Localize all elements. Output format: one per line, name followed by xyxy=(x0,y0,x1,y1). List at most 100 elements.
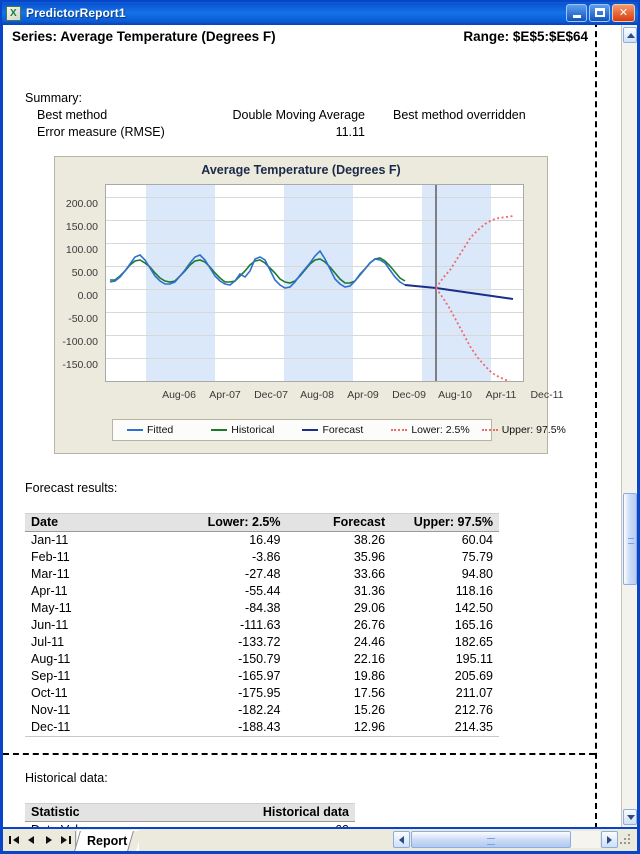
x-tick-label: Aug-10 xyxy=(438,389,472,401)
cell-date: Mar-11 xyxy=(31,567,70,581)
cell-statistic: Data Values xyxy=(25,822,212,827)
cell-date: May-11 xyxy=(31,601,72,615)
report-sheet[interactable]: Series: Average Temperature (Degrees F) … xyxy=(3,25,623,827)
cell-forecast: 31.36 xyxy=(353,584,386,598)
best-method-label: Best method xyxy=(37,108,108,122)
table-header-row: Date Lower: 2.5% Forecast Upper: 97.5% xyxy=(25,513,499,532)
y-tick-label: -100.00 xyxy=(62,336,98,348)
legend-label: Forecast xyxy=(322,424,364,436)
chart-title: Average Temperature (Degrees F) xyxy=(201,163,401,177)
table-row: Jun-11 -111.63 26.76 165.16 xyxy=(25,617,499,634)
cell-date: Oct-11 xyxy=(31,686,68,700)
sheet-tab-bar: Report xyxy=(2,828,638,852)
legend-swatch-icon xyxy=(127,429,143,431)
cell-lower: -3.86 xyxy=(252,550,281,564)
tab-right-edge xyxy=(127,830,143,851)
sheet-nav-buttons xyxy=(3,830,74,850)
horizontal-scrollbar[interactable] xyxy=(393,830,633,848)
legend-item-upper: Upper: 97.5% xyxy=(481,424,566,436)
series-lower xyxy=(435,287,511,381)
x-tick-label: Dec-07 xyxy=(254,389,288,401)
sheet-tab-report[interactable]: Report xyxy=(74,829,143,851)
x-tick-label: Apr-07 xyxy=(209,389,241,401)
cell-upper: 212.76 xyxy=(454,703,493,717)
scroll-down-icon[interactable] xyxy=(623,809,637,825)
year-bands xyxy=(146,185,491,381)
first-sheet-icon[interactable] xyxy=(6,831,23,849)
chart-svg xyxy=(106,185,523,381)
legend-label: Upper: 97.5% xyxy=(501,424,566,436)
gridlines xyxy=(106,197,523,359)
cell-forecast: 38.26 xyxy=(353,533,386,547)
y-tick-label: 150.00 xyxy=(65,221,98,233)
scroll-up-icon[interactable] xyxy=(623,27,637,43)
title-bar[interactable]: PredictorReport1 ✕ xyxy=(2,2,638,24)
historical-data-table: Statistic Historical data Data Values60 … xyxy=(25,803,355,827)
legend-item-lower: Lower: 2.5% xyxy=(391,424,470,436)
cell-lower: -84.38 xyxy=(245,601,281,615)
excel-icon xyxy=(6,5,21,21)
cell-forecast: 12.96 xyxy=(286,719,392,737)
x-tick-label: Apr-11 xyxy=(485,389,517,401)
cell-lower: -55.44 xyxy=(245,584,281,598)
x-tick-label: Dec-11 xyxy=(530,389,564,401)
horizontal-scroll-track[interactable] xyxy=(411,830,600,848)
vertical-scroll-thumb[interactable] xyxy=(623,493,637,585)
y-tick-label: 50.00 xyxy=(71,267,98,279)
cell-date: Sep-11 xyxy=(31,669,71,683)
cell-forecast: 17.56 xyxy=(353,686,386,700)
next-sheet-icon[interactable] xyxy=(40,831,57,849)
client-area: Series: Average Temperature (Degrees F) … xyxy=(2,24,638,828)
legend-swatch-icon xyxy=(391,429,408,431)
cell-upper: 142.50 xyxy=(454,601,493,615)
cell-lower: -27.48 xyxy=(245,567,281,581)
page-break-vertical xyxy=(595,25,597,827)
cell-lower: -188.43 xyxy=(168,719,287,737)
maximize-button[interactable] xyxy=(589,4,610,22)
cell-upper: 94.80 xyxy=(461,567,493,581)
close-button[interactable]: ✕ xyxy=(612,4,635,22)
cell-forecast: 24.46 xyxy=(353,635,386,649)
forecast-chart[interactable]: Average Temperature (Degrees F) 200.00 1… xyxy=(54,156,566,454)
scroll-left-icon[interactable] xyxy=(393,830,410,848)
horizontal-scroll-thumb[interactable] xyxy=(411,830,571,848)
vertical-scrollbar[interactable] xyxy=(621,25,637,827)
table-row: Nov-11 -182.24 15.26 212.76 xyxy=(25,702,499,719)
range-label: Range: $E$5:$E$64 xyxy=(463,29,588,44)
column-header-historical: Historical data xyxy=(211,803,355,822)
x-tick-label: Apr-09 xyxy=(347,389,379,401)
y-tick-label: 200.00 xyxy=(65,198,98,210)
scroll-right-icon[interactable] xyxy=(601,830,618,848)
chart-legend: Fitted Historical Forecast Lower: 2.5% xyxy=(112,419,566,441)
series-forecast xyxy=(404,284,514,300)
table-row: Apr-11 -55.44 31.36 118.16 xyxy=(25,583,499,600)
minimize-button[interactable] xyxy=(566,4,587,22)
cell-lower: -182.24 xyxy=(238,703,281,717)
summary-heading: Summary: xyxy=(25,91,82,105)
x-tick-label: Aug-06 xyxy=(162,389,196,401)
table-header-row: Statistic Historical data xyxy=(25,803,355,822)
cell-date: Jun-11 xyxy=(31,618,69,632)
y-tick-label: -50.00 xyxy=(68,313,98,325)
legend-item-fitted: Fitted xyxy=(127,424,173,436)
column-header-statistic: Statistic xyxy=(25,803,212,822)
cell-value: 60 xyxy=(212,822,355,827)
tab-separator xyxy=(75,831,76,849)
report-header: Series: Average Temperature (Degrees F) … xyxy=(12,29,588,49)
cell-date: Aug-11 xyxy=(31,652,71,666)
legend-item-historical: Historical xyxy=(211,424,274,436)
table-row: Aug-11 -150.79 22.16 195.11 xyxy=(25,651,499,668)
table-row: Sep-11 -165.97 19.86 205.69 xyxy=(25,668,499,685)
cell-upper: 118.16 xyxy=(455,584,493,598)
cell-date: Apr-11 xyxy=(31,584,68,598)
column-header-upper: Upper: 97.5% xyxy=(391,513,499,532)
cell-upper: 214.35 xyxy=(391,719,499,737)
resize-grip-icon[interactable] xyxy=(620,832,633,847)
last-sheet-icon[interactable] xyxy=(57,831,74,849)
previous-sheet-icon[interactable] xyxy=(23,831,40,849)
error-measure-label: Error measure (RMSE) xyxy=(37,125,165,139)
cell-forecast: 19.86 xyxy=(353,669,386,683)
cell-forecast: 15.26 xyxy=(353,703,386,717)
cell-date: Dec-11 xyxy=(25,719,169,737)
legend-item-forecast: Forecast xyxy=(302,424,363,436)
